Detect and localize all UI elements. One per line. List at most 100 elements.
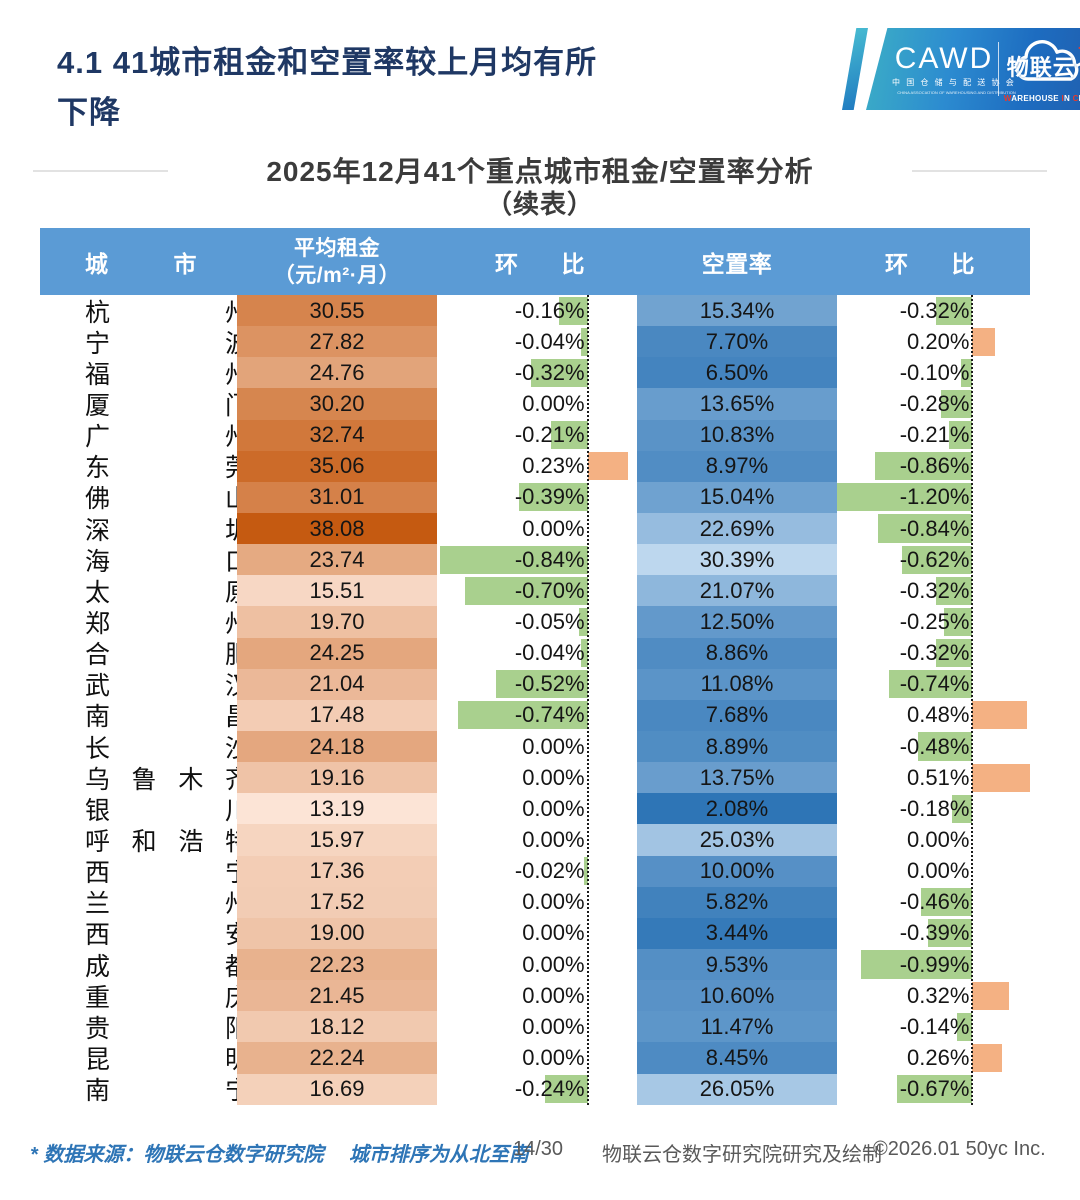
vacancy-rate-cell: 7.68% xyxy=(637,699,837,731)
mom-value: -0.86% xyxy=(899,453,970,479)
average-rent-cell: 18.12 xyxy=(237,1011,437,1043)
negative-data-bar xyxy=(944,607,973,637)
city-name: 武汉 xyxy=(85,669,250,700)
rent-mom-cell: -0.32% xyxy=(440,357,628,388)
city-name: 广州 xyxy=(85,420,250,451)
city-name: 长沙 xyxy=(85,731,250,763)
average-rent-cell: 24.25 xyxy=(237,637,437,669)
vacancy-mom-cell: -0.32% xyxy=(837,575,1030,606)
table-row: 兰州17.52 0.00% 5.82% -0.46% xyxy=(40,886,1030,918)
negative-data-bar xyxy=(464,576,588,605)
vacancy-mom-cell: -0.84% xyxy=(837,513,1030,544)
page-title-line1: 4.1 41城市租金和空置率较上月均有所 xyxy=(57,45,598,80)
rent-mom-cell: 0.00% xyxy=(440,949,628,980)
tagline-part: W xyxy=(1003,94,1012,103)
city-name: 合肥 xyxy=(85,638,250,669)
tagline-part: I xyxy=(1061,94,1064,103)
vacancy-mom-cell: -0.21% xyxy=(837,420,1030,451)
logo-banner: CAWD 中 国 仓 储 与 配 送 协 会 CHINA ASSOCIATION… xyxy=(842,28,1080,110)
mom-value: 0.00% xyxy=(522,951,585,977)
char: 浩 xyxy=(178,827,204,856)
rent-mom-cell: -0.04% xyxy=(440,638,628,669)
vacancy-rate-cell: 2.08% xyxy=(637,793,837,825)
mom-value: 0.00% xyxy=(907,858,970,884)
mom-value: -0.05% xyxy=(514,608,585,634)
mom-value: -0.02% xyxy=(514,858,585,884)
cawd-chinese-name: 中 国 仓 储 与 配 送 协 会 xyxy=(892,77,1016,87)
page-title: 4.1 41城市租金和空置率较上月均有所 下降 xyxy=(57,38,597,138)
mom-value: -0.24% xyxy=(514,1076,585,1102)
table-title: 2025年12月41个重点城市租金/空置率分析 xyxy=(266,156,814,187)
city-name: 西宁 xyxy=(85,856,250,887)
average-rent-cell: 15.97 xyxy=(237,824,437,856)
char: 宁 xyxy=(85,329,111,358)
vacancy-mom-bar-axis xyxy=(971,295,974,1105)
char: 厦 xyxy=(85,392,111,420)
char: 城 xyxy=(85,250,109,277)
vacancy-rate-cell: 8.97% xyxy=(637,450,837,482)
char: 广 xyxy=(85,423,111,452)
vacancy-rate-cell: 15.34% xyxy=(637,295,837,327)
positive-data-bar xyxy=(972,981,1009,1010)
negative-data-bar xyxy=(920,888,973,917)
rent-mom-cell: 0.00% xyxy=(440,1011,628,1042)
negative-data-bar xyxy=(559,296,588,325)
mom-value: 0.00% xyxy=(522,1013,585,1039)
table-row: 重庆21.45 0.00% 10.60% 0.32% xyxy=(40,980,1030,1012)
table-row: 长沙24.18 0.00% 8.89% -0.48% xyxy=(40,730,1030,763)
mom-value: -0.67% xyxy=(899,1076,970,1102)
negative-data-bar xyxy=(496,670,588,699)
mom-value: -0.28% xyxy=(899,390,970,416)
average-rent-cell: 32.74 xyxy=(237,419,437,451)
table-header: 城市 平均租金 （元/m²·月） 环比 空置率 环比 xyxy=(40,228,1030,295)
char: 西 xyxy=(85,859,111,888)
char: 武 xyxy=(85,672,111,701)
table-row: 南宁16.69 -0.24% 26.05% -0.67% xyxy=(40,1073,1030,1105)
vacancy-mom-cell: 0.00% xyxy=(837,824,1030,855)
mom-value: 0.00% xyxy=(522,920,585,946)
table-row: 宁波27.82 -0.04% 7.70% 0.20% xyxy=(40,326,1030,358)
char: 郑 xyxy=(85,609,111,638)
vacancy-mom-cell: -0.86% xyxy=(837,451,1030,482)
negative-data-bar xyxy=(952,794,973,823)
header-cell-city: 城市 xyxy=(85,228,197,295)
mom-value: 0.23% xyxy=(522,453,585,479)
vacancy-rate-cell: 9.53% xyxy=(637,948,837,981)
mom-value: -0.70% xyxy=(514,577,585,603)
average-rent-cell: 22.24 xyxy=(237,1042,437,1074)
negative-data-bar xyxy=(936,296,973,325)
mom-value: -0.62% xyxy=(899,546,970,572)
city-name: 东莞 xyxy=(85,451,250,482)
city-name: 贵阳 xyxy=(85,1011,250,1043)
vacancy-rate-cell: 8.89% xyxy=(637,730,837,763)
char: 乌 xyxy=(85,765,111,794)
negative-data-bar xyxy=(888,670,973,699)
mom-value: -0.48% xyxy=(899,733,970,759)
table-row: 西安19.00 0.00% 3.44% -0.39% xyxy=(40,917,1030,949)
char: 东 xyxy=(85,454,111,483)
cawd-logo: CAWD 中 国 仓 储 与 配 送 协 会 CHINA ASSOCIATION… xyxy=(892,43,1016,95)
negative-data-bar xyxy=(860,950,973,979)
city-name: 西安 xyxy=(85,918,250,949)
vacancy-rate-cell: 13.65% xyxy=(637,388,837,420)
average-rent-cell: 24.18 xyxy=(237,730,437,763)
vacancy-mom-cell: 0.32% xyxy=(837,980,1030,1011)
average-rent-cell: 21.04 xyxy=(237,668,437,700)
char: 合 xyxy=(85,641,111,670)
header-rent-unit: （元/m²·月） xyxy=(273,263,401,287)
header-cell-rent-mom: 环比 xyxy=(495,228,585,295)
city-name: 昆明 xyxy=(85,1042,250,1074)
city-name: 乌鲁木齐 xyxy=(85,762,250,794)
rent-mom-cell: -0.74% xyxy=(440,700,628,731)
mom-value: -0.32% xyxy=(899,577,970,603)
rent-mom-cell: -0.21% xyxy=(440,420,628,451)
vacancy-mom-cell: -0.32% xyxy=(837,638,1030,669)
mom-value: 0.51% xyxy=(907,764,970,790)
average-rent-cell: 35.06 xyxy=(237,450,437,482)
rent-mom-cell: -0.24% xyxy=(440,1074,628,1105)
vacancy-rate-cell: 12.50% xyxy=(637,606,837,638)
table-row: 厦门30.20 0.00% 13.65% -0.28% xyxy=(40,388,1030,420)
negative-data-bar xyxy=(877,514,973,543)
average-rent-cell: 15.51 xyxy=(237,575,437,607)
